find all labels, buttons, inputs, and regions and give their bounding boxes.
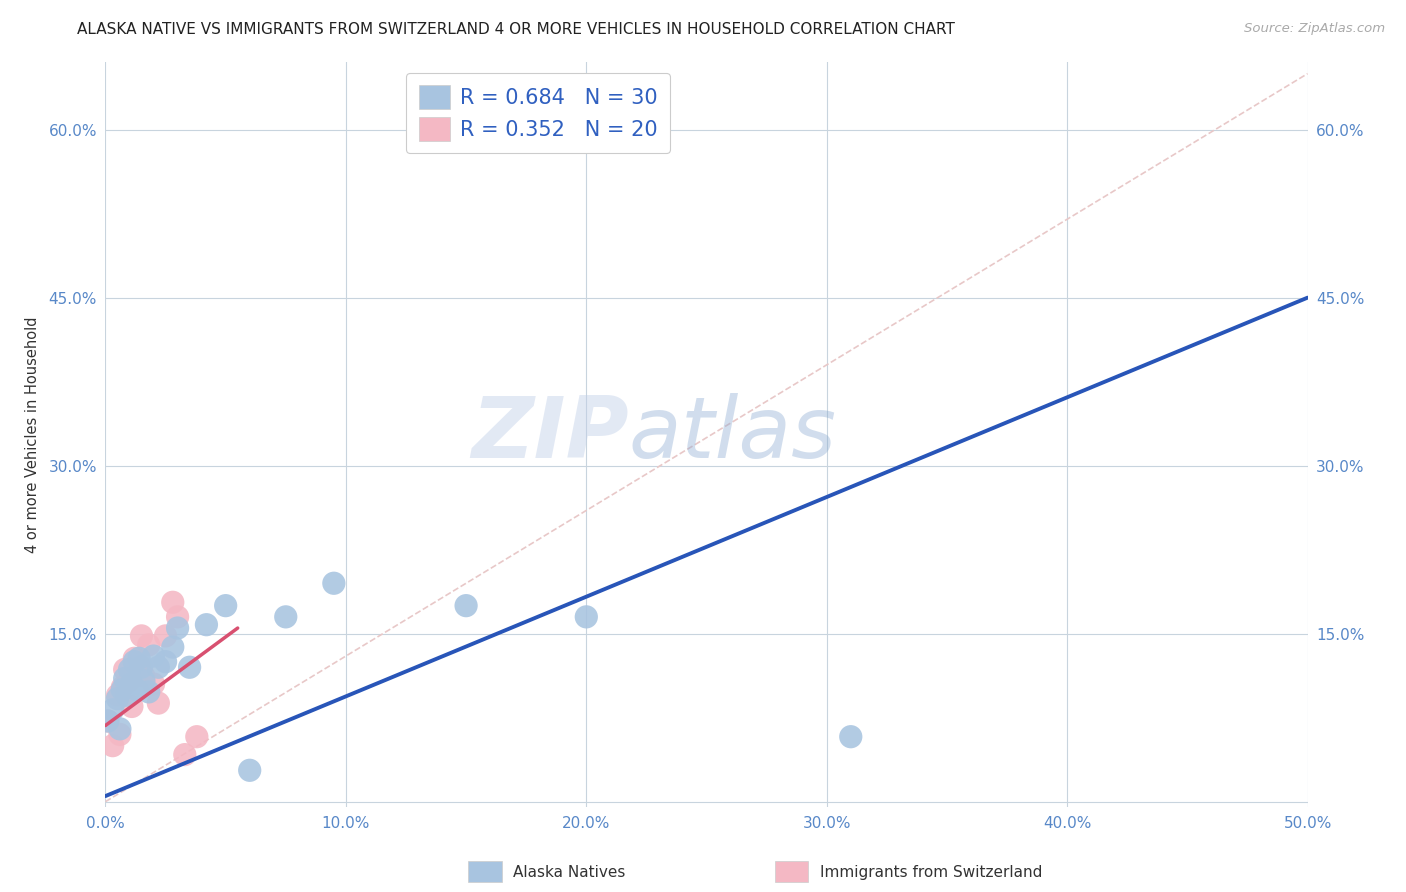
Point xyxy=(454,599,477,613)
Point xyxy=(166,610,188,624)
Text: Source: ZipAtlas.com: Source: ZipAtlas.com xyxy=(1244,22,1385,36)
Point xyxy=(131,629,153,643)
Point xyxy=(155,629,177,643)
Point xyxy=(274,610,297,624)
Point xyxy=(124,651,146,665)
Point xyxy=(239,764,262,778)
Point xyxy=(575,610,598,624)
Point xyxy=(142,677,165,691)
Point xyxy=(322,576,344,591)
Point xyxy=(121,699,143,714)
Point xyxy=(108,722,131,736)
Point xyxy=(107,691,129,706)
Point xyxy=(173,747,195,762)
Point xyxy=(97,714,120,728)
Point xyxy=(128,651,150,665)
Point xyxy=(114,663,136,677)
Point xyxy=(214,599,236,613)
Point xyxy=(101,703,124,717)
Point xyxy=(162,595,184,609)
Y-axis label: 4 or more Vehicles in Household: 4 or more Vehicles in Household xyxy=(25,317,41,553)
Point xyxy=(162,640,184,654)
Point xyxy=(138,638,160,652)
Point xyxy=(132,673,155,688)
Point xyxy=(186,730,208,744)
Point xyxy=(118,673,141,688)
Point xyxy=(166,621,188,635)
Legend: R = 0.684   N = 30, R = 0.352   N = 20: R = 0.684 N = 30, R = 0.352 N = 20 xyxy=(406,73,671,153)
Point xyxy=(125,682,148,697)
Point xyxy=(179,660,201,674)
Bar xyxy=(775,861,808,882)
Point xyxy=(132,669,155,683)
Point xyxy=(128,658,150,673)
Point xyxy=(148,660,170,674)
Text: ZIP: ZIP xyxy=(471,393,628,476)
Point xyxy=(131,660,153,674)
Point xyxy=(111,682,134,697)
Text: Immigrants from Switzerland: Immigrants from Switzerland xyxy=(820,865,1042,880)
Point xyxy=(114,672,136,686)
Point xyxy=(148,696,170,710)
Text: ALASKA NATIVE VS IMMIGRANTS FROM SWITZERLAND 4 OR MORE VEHICLES IN HOUSEHOLD COR: ALASKA NATIVE VS IMMIGRANTS FROM SWITZER… xyxy=(77,22,955,37)
Point xyxy=(121,677,143,691)
Point xyxy=(107,688,129,702)
Point xyxy=(97,714,120,728)
Point xyxy=(115,688,138,702)
Point xyxy=(101,739,124,753)
Point xyxy=(108,727,131,741)
Point xyxy=(111,681,134,695)
Text: Alaska Natives: Alaska Natives xyxy=(513,865,626,880)
Point xyxy=(155,655,177,669)
Text: atlas: atlas xyxy=(628,393,837,476)
Point xyxy=(118,663,141,677)
Point xyxy=(839,730,862,744)
Point xyxy=(142,648,165,663)
Point xyxy=(138,685,160,699)
Point xyxy=(195,617,218,632)
Bar xyxy=(468,861,502,882)
Point xyxy=(124,655,146,669)
